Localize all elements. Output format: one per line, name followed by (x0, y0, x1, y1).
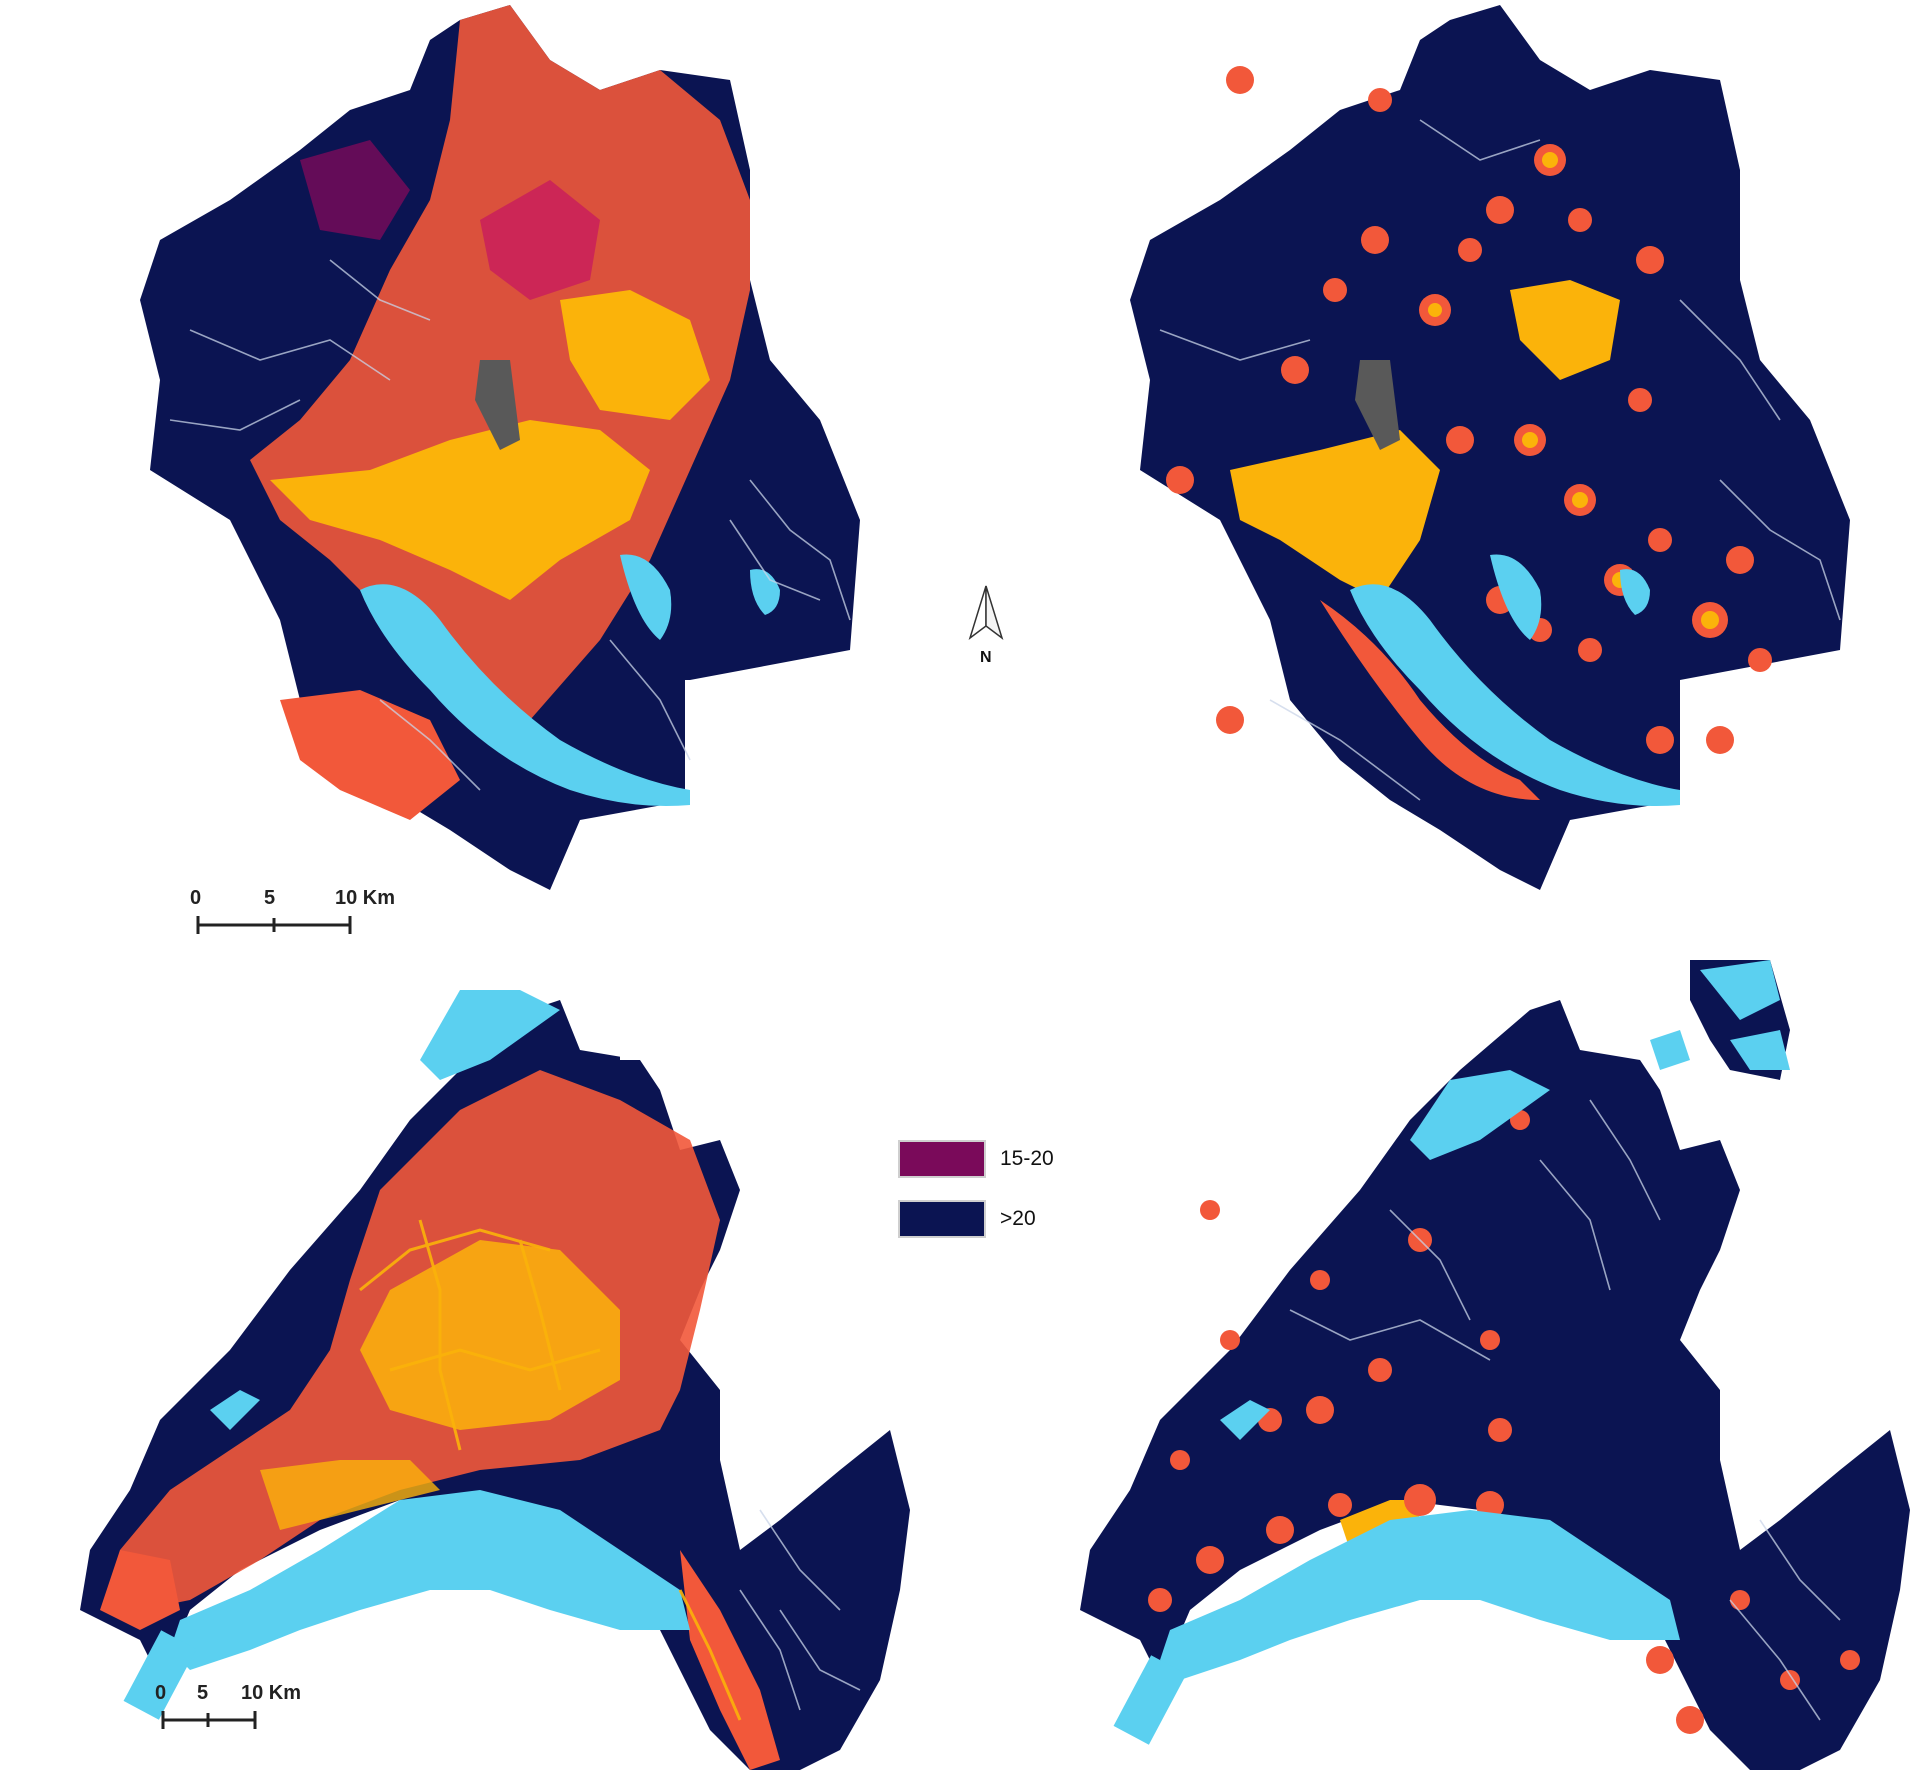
airport-area (475, 360, 520, 450)
legend-item-15-20: 15-20 (898, 1140, 1054, 1178)
airport-area (1355, 360, 1400, 450)
lake-neuchatel (420, 990, 560, 1080)
lake-upper (1700, 960, 1780, 1020)
north-label: N (980, 649, 992, 666)
lake-greifensee (620, 554, 672, 640)
legend-swatch (898, 1140, 986, 1178)
legend-label: 15-20 (1000, 1147, 1054, 1170)
canton-outline (1080, 1000, 1910, 1770)
legend-item-over-20: >20 (898, 1200, 1054, 1238)
scale-label-0: 0 (190, 887, 201, 909)
scale-label-0: 0 (155, 1682, 166, 1704)
legend-label: >20 (1000, 1207, 1036, 1230)
scale-bar-bottom: 0 5 10 Km (155, 1682, 301, 1729)
lake-joux (210, 1390, 260, 1430)
scale-label-5: 5 (197, 1682, 208, 1704)
lake-geneva (170, 1490, 690, 1670)
lake-geneva (1160, 1510, 1680, 1680)
lake-zurich (360, 584, 690, 806)
legend-swatch (898, 1200, 986, 1238)
vaud-all-access-map (60, 990, 920, 1784)
scale-bar-top: 0 5 10 Km (190, 887, 395, 934)
vaud-limited-access-map (1080, 960, 1920, 1780)
lake-joux (1220, 1400, 1270, 1440)
lake-neuchatel (1410, 1070, 1550, 1160)
canton-outline (1130, 5, 1850, 890)
scale-label-10: 10 Km (335, 887, 395, 909)
legend: 15-20 >20 (898, 1140, 1054, 1260)
lake-greifensee (1490, 554, 1542, 640)
zurich-all-access-map (130, 0, 915, 920)
north-arrow: N (968, 585, 1004, 666)
lake-pfaeffikon (1620, 569, 1650, 615)
lake-zurich (1350, 584, 1680, 806)
zurich-limited-access-map (1120, 0, 1900, 920)
scale-label-10: 10 Km (241, 1682, 301, 1704)
scale-label-5: 5 (264, 887, 275, 909)
